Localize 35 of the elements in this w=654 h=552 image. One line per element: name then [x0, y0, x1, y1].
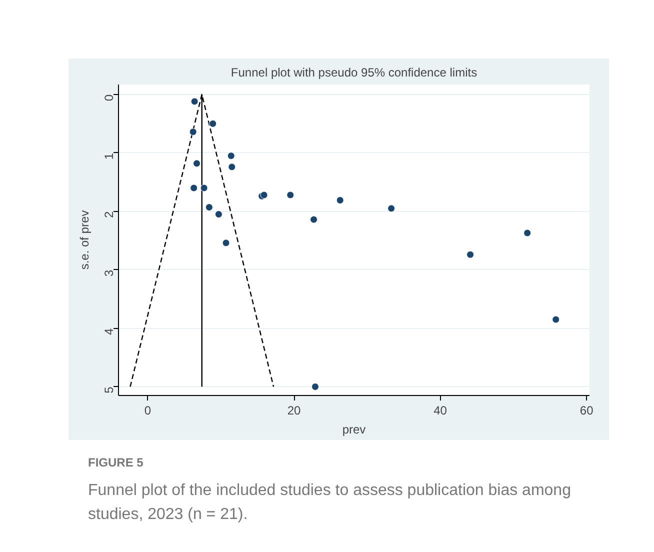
y-tick-label: 3	[102, 269, 116, 276]
x-tick-label: 0	[144, 404, 152, 418]
point	[190, 98, 198, 106]
chart-title: Funnel plot with pseudo 95% confidence limits	[230, 66, 478, 80]
point	[311, 382, 319, 390]
y-tick-label: 0	[102, 94, 116, 102]
text: studies, 2023 (n = 21).	[88, 506, 248, 523]
point	[190, 184, 198, 192]
y-tick-label: 1	[102, 152, 116, 160]
point	[200, 184, 208, 192]
x-tick-label: 40	[434, 404, 448, 418]
point	[388, 204, 396, 212]
point	[466, 250, 474, 258]
point	[524, 229, 532, 237]
y-tick-label: 4	[102, 328, 116, 335]
point	[209, 120, 217, 128]
point	[222, 239, 230, 247]
point	[205, 204, 213, 212]
point	[552, 316, 560, 324]
point	[310, 216, 318, 224]
x-tick-label: 20	[287, 404, 302, 418]
point	[286, 191, 294, 199]
y-axis-title: s.e. of prev	[78, 210, 92, 270]
caption: FIGURE 5	[88, 456, 144, 470]
point	[193, 160, 201, 168]
y-tick-label: 2	[102, 211, 116, 218]
x-axis-title: prev	[342, 422, 366, 436]
y-tick-label: 5	[102, 386, 116, 394]
text: Funnel plot of the included studies to assess publication bias among	[88, 482, 571, 499]
x-tick-label: 60	[580, 404, 594, 418]
point	[227, 152, 235, 160]
point	[189, 128, 197, 136]
point	[336, 196, 344, 204]
point	[228, 163, 236, 171]
point	[214, 210, 222, 218]
